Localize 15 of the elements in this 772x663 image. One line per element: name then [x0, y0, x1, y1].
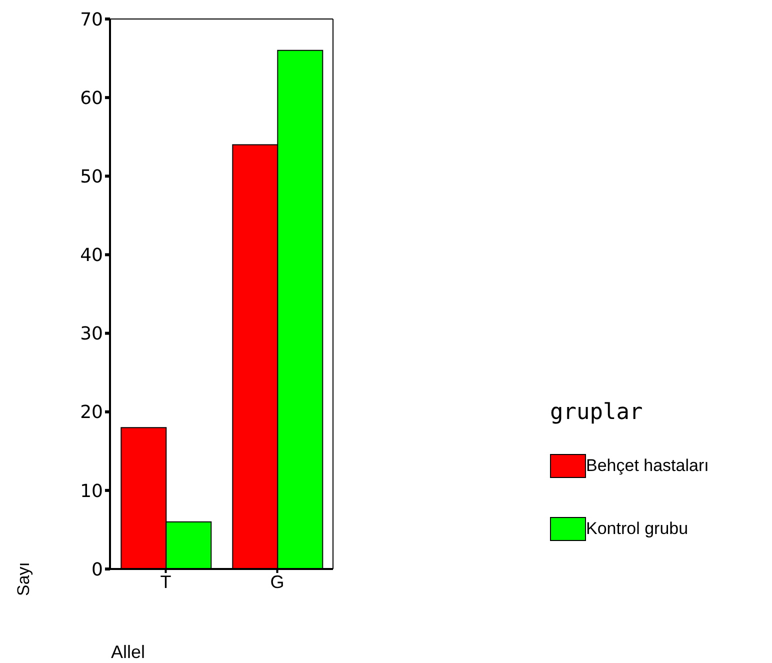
legend-title: gruplar	[550, 400, 644, 425]
y-tick-label: 40	[80, 245, 103, 266]
legend-label: Kontrol grubu	[586, 519, 688, 539]
legend-label: Behçet hastaları	[586, 456, 709, 476]
y-tick-label: 50	[80, 166, 103, 188]
y-axis-title: Sayı	[14, 562, 34, 596]
y-tick-label: 10	[80, 480, 103, 502]
y-tick-label: 0	[92, 559, 103, 580]
x-axis-title: Allel	[111, 642, 146, 663]
y-tick-label: 70	[80, 9, 103, 30]
y-tick-label: 60	[80, 88, 103, 109]
x-tick-label: T	[160, 572, 172, 592]
y-tick-label: 30	[80, 324, 103, 345]
y-tick-label: 20	[80, 402, 103, 424]
x-tick-label: G	[270, 572, 284, 592]
